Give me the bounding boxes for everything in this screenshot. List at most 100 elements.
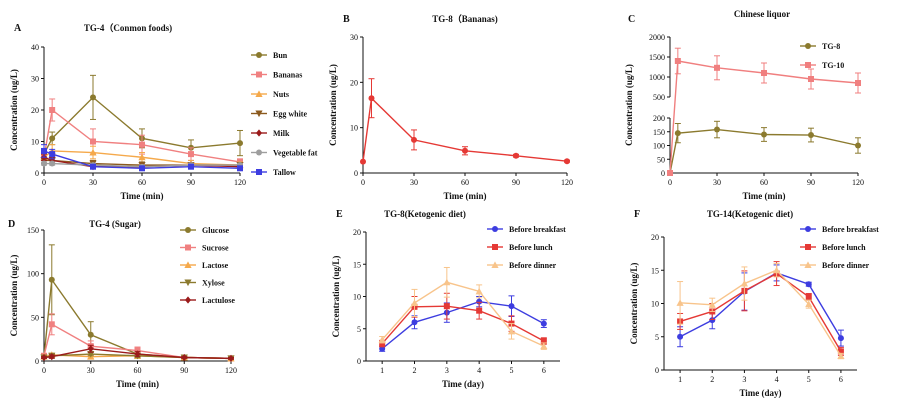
y-tick-label: 1000	[649, 73, 665, 82]
data-point	[508, 303, 515, 310]
x-tick-label: 60	[760, 178, 768, 187]
x-tick-label: 1	[380, 366, 384, 375]
x-tick-label: 4	[775, 375, 779, 384]
legend-entry: Before dinner	[822, 261, 870, 270]
x-axis-label: Time (min)	[116, 379, 159, 389]
data-point	[837, 352, 845, 360]
legend-entry: Vegetable fat	[273, 149, 318, 158]
legend-marker	[255, 90, 263, 97]
data-point	[138, 153, 146, 161]
legend-marker	[804, 261, 812, 268]
legend: Bun Bananas Nuts Egg white Milk Vegetable fat…	[251, 51, 318, 177]
legend-entry: Xylose	[202, 279, 225, 288]
x-tick-label: 60	[138, 178, 146, 187]
legend-entry: Sucrose	[202, 244, 229, 253]
data-point	[674, 130, 681, 137]
x-tick-label: 120	[852, 178, 864, 187]
data-point	[443, 278, 451, 286]
y-tick-label: 0	[661, 169, 665, 178]
x-axis-label: Time (day)	[739, 388, 781, 398]
legend-entry: Before breakfast	[509, 225, 566, 234]
x-tick-label: 60	[134, 366, 142, 375]
legend-marker	[805, 62, 811, 68]
data-point	[855, 80, 861, 86]
data-point	[48, 353, 55, 361]
y-tick-label: 0	[655, 366, 659, 375]
series-line	[381, 300, 545, 350]
x-axis-label: Time (min)	[742, 191, 785, 201]
y-tick-label: 10	[31, 138, 39, 147]
legend-entry: TG-10	[822, 61, 844, 70]
series-before-breakfast	[379, 295, 547, 352]
y-tick-label: 20	[31, 106, 39, 115]
data-point	[49, 135, 56, 142]
data-point	[837, 335, 844, 342]
x-tick-label: 30	[410, 178, 418, 187]
data-point	[48, 276, 55, 283]
legend-entry: Tallow	[273, 168, 296, 177]
y-tick-label: 10	[353, 293, 361, 302]
data-point	[188, 151, 194, 158]
x-tick-label: 2	[710, 375, 714, 384]
data-point	[411, 136, 417, 143]
data-point	[761, 70, 767, 76]
data-point	[507, 327, 516, 335]
x-tick-label: 90	[187, 178, 195, 187]
y-tick-label: 0	[357, 357, 361, 366]
y-tick-label: 100	[653, 142, 665, 151]
legend-marker	[256, 149, 262, 156]
panel-label: E	[336, 209, 343, 220]
series-line	[669, 60, 859, 174]
y-tick-label: 50	[31, 313, 39, 322]
chart-title: TG-8(Ketogenic diet)	[384, 209, 466, 219]
legend: TG-8 TG-10	[800, 42, 844, 70]
chart-title: TG-4 (Sugar)	[89, 219, 141, 229]
legend: Before breakfast Before lunch Before dinne…	[487, 225, 566, 270]
data-point	[139, 141, 145, 148]
data-point	[476, 307, 483, 314]
legend: Glucose Sucrose Lactose Xylose Lactulose	[180, 226, 235, 305]
y-tick-label: 10	[651, 300, 659, 309]
series-before-dinner	[378, 266, 548, 350]
x-tick-label: 120	[234, 178, 246, 187]
x-axis-label: Time (min)	[120, 191, 163, 201]
data-point	[667, 170, 673, 176]
legend-marker	[805, 226, 811, 232]
y-tick-label: 500	[653, 93, 665, 102]
data-point	[237, 140, 243, 147]
y-tick-label: 5	[357, 325, 361, 334]
y-tick-label: 50	[657, 155, 665, 164]
data-point	[540, 338, 547, 345]
legend-entry: Before dinner	[509, 261, 557, 270]
data-point	[41, 353, 47, 362]
series-before-lunch	[677, 261, 844, 356]
x-tick-label: 30	[89, 178, 97, 187]
data-point	[513, 152, 519, 159]
legend-marker	[185, 227, 191, 233]
x-tick-label: 30	[713, 178, 721, 187]
legend-entry: Lactulose	[202, 296, 235, 305]
data-point	[708, 301, 716, 308]
data-point	[181, 353, 188, 362]
series-tg-8	[667, 120, 861, 176]
legend-entry: Egg white	[273, 110, 307, 119]
legend-marker	[491, 261, 499, 268]
legend-marker	[185, 244, 191, 251]
chart-title: Chinese liquor	[734, 9, 790, 19]
data-point	[443, 303, 450, 310]
legend-entry: Lactose	[202, 261, 229, 270]
y-tick-label: 0	[35, 169, 39, 178]
legend-marker	[185, 296, 191, 304]
legend-entry: Bun	[273, 51, 288, 60]
data-point	[808, 76, 814, 82]
x-tick-label: 3	[445, 366, 449, 375]
chart-panel-f: F TG-14(Ketogenic diet) 1 2 3 4 5 6 0 5 10 15 20 Time…	[629, 209, 879, 398]
data-point	[714, 64, 720, 71]
axes	[669, 37, 858, 174]
panel-label: B	[343, 14, 350, 25]
x-tick-label: 60	[461, 178, 469, 187]
legend-entry: Milk	[273, 129, 290, 138]
x-tick-label: 120	[225, 366, 237, 375]
y-axis-label: Concentration (ug/L)	[624, 64, 634, 146]
chart-title: TG-8（Bananas)	[432, 14, 498, 24]
